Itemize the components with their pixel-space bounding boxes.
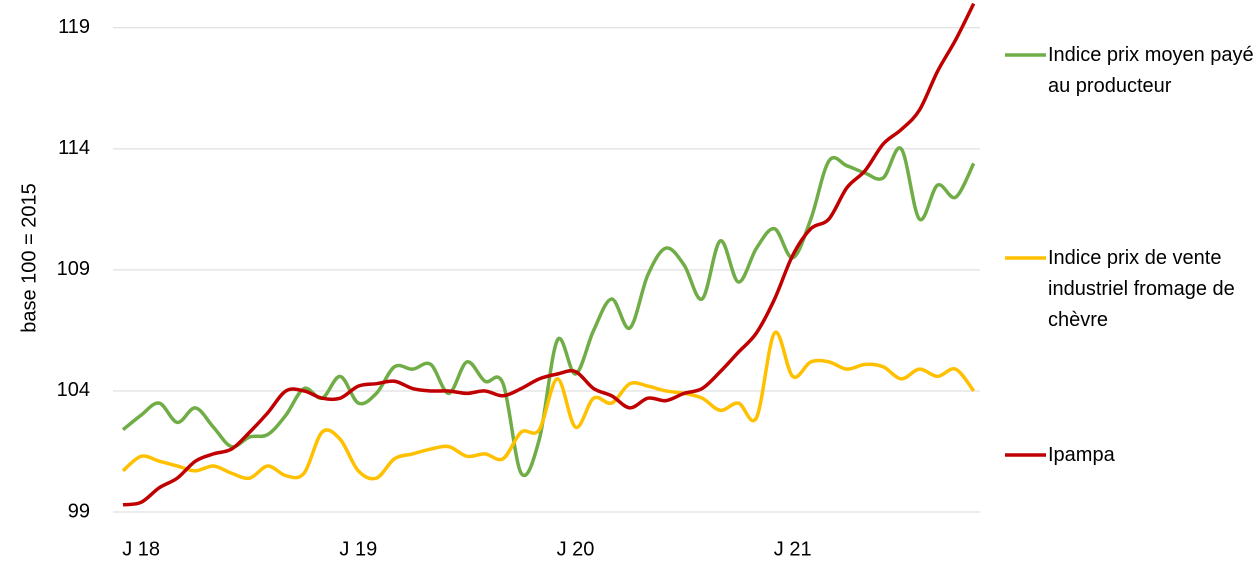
y-axis-label: base 100 = 2015 [18, 183, 40, 333]
y-tick-label: 109 [57, 258, 90, 280]
x-tick-label: J 18 [122, 538, 160, 560]
legend-label: Indice prix moyen payé au producteur [1048, 43, 1254, 97]
x-tick-label: J 19 [339, 538, 377, 560]
x-tick-label: J 20 [557, 538, 595, 560]
legend-label: Indice prix de vente industriel fromage … [1048, 246, 1235, 331]
series-line [122, 2, 976, 507]
y-tick-label: 114 [58, 137, 90, 159]
series-line [121, 330, 976, 481]
y-tick-label: 99 [68, 500, 90, 522]
y-tick-label: 119 [58, 16, 90, 38]
x-tick-label: J 21 [774, 538, 812, 560]
y-tick-label: 104 [57, 379, 90, 401]
series-line [121, 146, 976, 478]
legend-label: Ipampa [1048, 443, 1115, 466]
